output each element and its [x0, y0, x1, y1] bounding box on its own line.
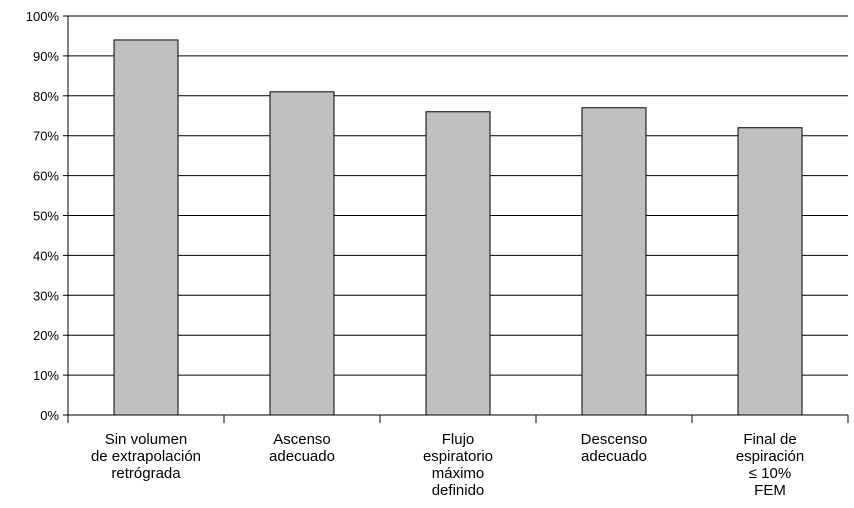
- x-category-label: Sin volumen de extrapolación retrógrada: [91, 431, 201, 482]
- y-tick-label: 90%: [33, 49, 59, 64]
- bars: [113, 39, 803, 416]
- x-category-label: Descenso adecuado: [581, 431, 648, 465]
- y-tick-label: 80%: [33, 89, 59, 104]
- y-tick-label: 20%: [33, 328, 59, 343]
- bar: [581, 107, 647, 416]
- x-category-label: Flujo espiratorio máximo definido: [423, 431, 493, 499]
- bar: [737, 127, 803, 416]
- x-category-label: Ascenso adecuado: [269, 431, 335, 465]
- y-tick-label: 0%: [40, 408, 59, 423]
- axes: [67, 16, 849, 423]
- y-tick-label: 10%: [33, 368, 59, 383]
- y-axis-ticks: 0% 10% 20% 30% 40% 50% 60% 70% 80% 90% 100%: [26, 9, 68, 423]
- bar: [269, 91, 335, 416]
- y-tick-label: 40%: [33, 248, 59, 263]
- y-tick-label: 50%: [33, 209, 59, 224]
- x-category-label: Final de espiración ≤ 10% FEM: [736, 431, 804, 499]
- bar: [113, 39, 179, 416]
- y-tick-label: 100%: [26, 9, 60, 24]
- y-tick-label: 70%: [33, 129, 59, 144]
- bar: [425, 111, 491, 416]
- y-tick-label: 60%: [33, 169, 59, 184]
- x-axis-labels: Sin volumen de extrapolación retrógrada Asc…: [91, 431, 804, 499]
- y-tick-label: 30%: [33, 288, 59, 303]
